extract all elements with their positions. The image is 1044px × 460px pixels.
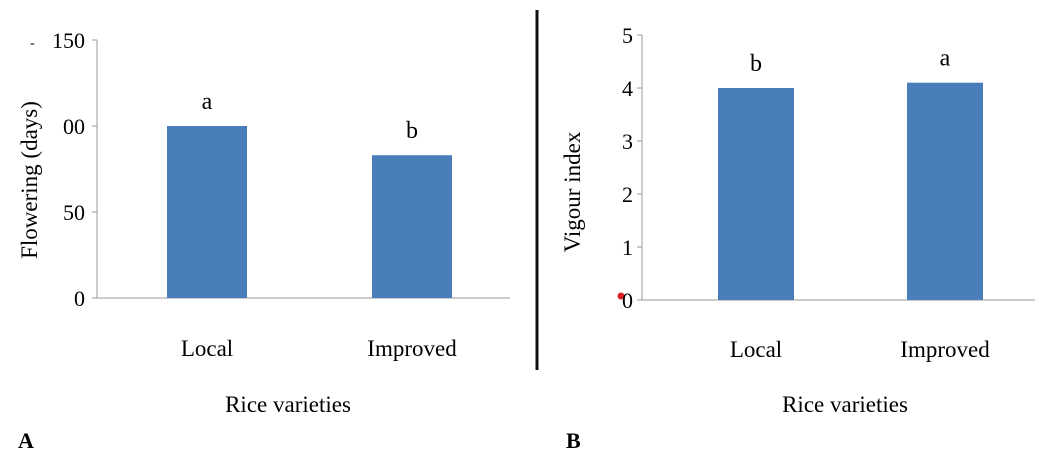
panel-a-y-tick-label: 0: [74, 286, 85, 311]
panel-b-y-tick-label: 4: [622, 76, 633, 101]
panel-a-significance-letter: a: [202, 89, 213, 115]
panel-b-x-axis-title: Rice varieties: [782, 392, 908, 417]
panel-a-significance-letter: b: [406, 118, 418, 144]
panel-a-bar-local: [167, 126, 247, 298]
panel-b-bar-local: [718, 88, 794, 300]
panel-b-y-axis-title: Vigour index: [560, 131, 585, 252]
panel-a-x-axis-title: Rice varieties: [225, 392, 351, 417]
panel-b-y-tick-label: 5: [622, 23, 633, 48]
panel-a-y-tick-label: 150: [52, 28, 85, 53]
panel-a-stray-dash: -: [30, 36, 35, 51]
panel-a-y-tick-label: 50: [63, 200, 85, 225]
panel-b-y-tick-label: 2: [622, 182, 633, 207]
panel-b-significance-letter: b: [750, 51, 762, 77]
panel-b: B Vigour index Rice varieties 0 1 2 3 4 5 b Loc…: [560, 23, 1035, 453]
panel-a-y-axis-title: Flowering (days): [17, 101, 42, 259]
panel-b-red-marker-dot: [617, 292, 625, 300]
panel-b-plot-area: 0 1 2 3 4 5 b Local a Improved: [622, 23, 1035, 362]
panel-a-bar-improved: [372, 155, 452, 298]
panel-b-y-tick-label: 3: [622, 129, 633, 154]
panel-b-label: B: [566, 428, 581, 453]
panel-b-category-label: Local: [730, 337, 782, 362]
panel-b-category-label: Improved: [900, 337, 990, 362]
panel-a-category-label: Improved: [367, 336, 457, 361]
panel-a-label: A: [18, 428, 34, 453]
panel-a-category-label: Local: [181, 336, 233, 361]
panel-b-y-tick-label: 0: [622, 288, 633, 313]
panel-b-bar-improved: [907, 82, 983, 300]
panel-b-y-tick-label: 1: [622, 235, 633, 260]
panel-a-y-tick-label: 00: [63, 114, 85, 139]
panel-a-plot-area: 0 50 00 150 a Local b Improved: [52, 28, 510, 361]
panel-b-significance-letter: a: [940, 46, 951, 72]
panel-a: A Flowering (days) Rice varieties - 0500…: [17, 28, 510, 453]
